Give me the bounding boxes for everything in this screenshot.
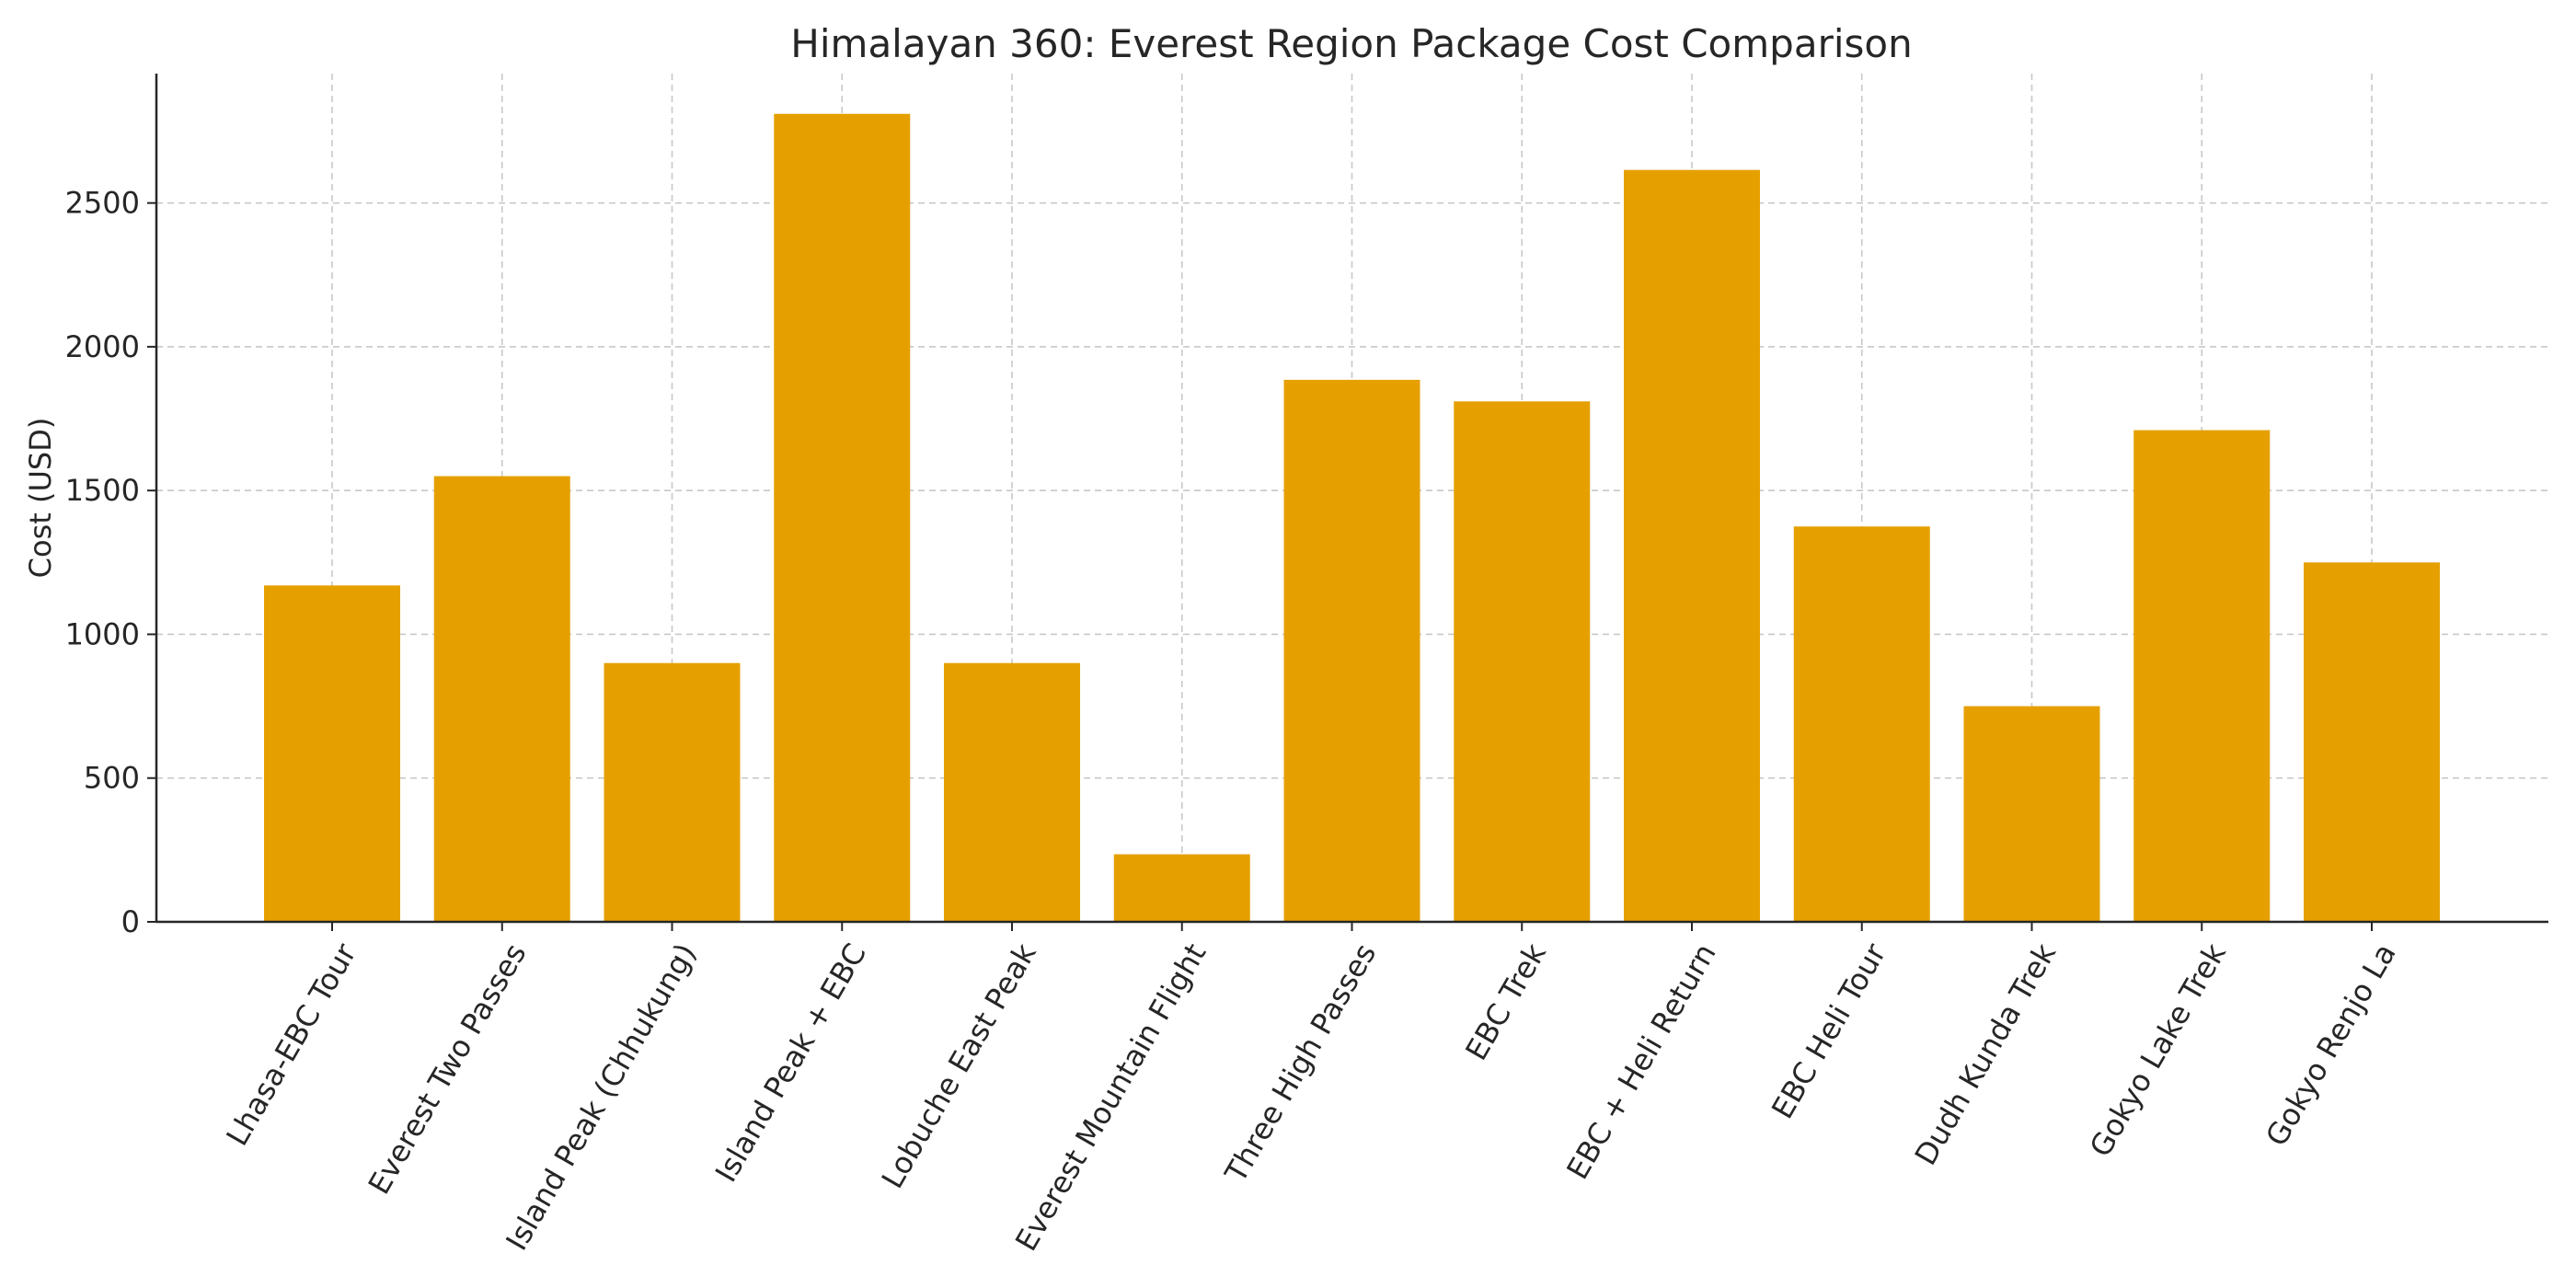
y-axis-label: Cost (USD) [23, 418, 58, 579]
x-tick-label-8: EBC + Heli Return [1559, 937, 1722, 1185]
x-tick-label-11: Gokyo Lake Trek [2083, 937, 2233, 1163]
y-tick-label-5: 2500 [65, 186, 140, 221]
bar-7 [1454, 401, 1591, 922]
y-tick-labels: 0 500 1000 1500 2000 2500 [65, 186, 140, 939]
x-tick-label-0: Lhasa-EBC Tour [219, 937, 363, 1151]
x-tick-label-4: Lobuche East Peak [875, 937, 1043, 1195]
bar-6 [1283, 379, 1420, 922]
bar-2 [604, 662, 741, 922]
x-tick-label-3: Island Peak + EBC [708, 937, 873, 1188]
bar-10 [1963, 706, 2100, 922]
x-tick-label-5: Everest Mountain Flight [1008, 937, 1213, 1257]
bar-8 [1624, 169, 1760, 923]
x-tick-label-10: Dudh Kunda Trek [1908, 937, 2064, 1171]
bar-9 [1793, 526, 1930, 922]
y-tick-label-0: 0 [121, 904, 140, 939]
bar-11 [2133, 430, 2271, 922]
bar-0 [264, 585, 400, 922]
x-tick-label-1: Everest Two Passes [362, 937, 534, 1200]
y-tick-label-1: 500 [84, 761, 140, 796]
x-tick-label-9: EBC Heli Tour [1765, 937, 1893, 1124]
axes [147, 74, 2548, 931]
bar-1 [433, 476, 570, 922]
y-tick-label-3: 1500 [65, 473, 140, 508]
x-tick-label-6: Three High Passes [1217, 937, 1383, 1189]
y-tick-label-2: 1000 [65, 616, 140, 651]
bar-5 [1113, 854, 1250, 922]
bar-12 [2304, 562, 2440, 922]
bar-3 [774, 113, 911, 923]
chart-title: Himalayan 360: Everest Region Package Co… [790, 21, 1912, 66]
x-tick-label-12: Gokyo Renjo La [2259, 937, 2403, 1152]
y-tick-label-4: 2000 [65, 329, 140, 364]
x-tick-label-2: Island Peak (Chhukung) [499, 937, 703, 1256]
bar-4 [944, 662, 1080, 922]
bars [264, 113, 2440, 923]
x-tick-label-7: EBC Trek [1458, 937, 1553, 1066]
